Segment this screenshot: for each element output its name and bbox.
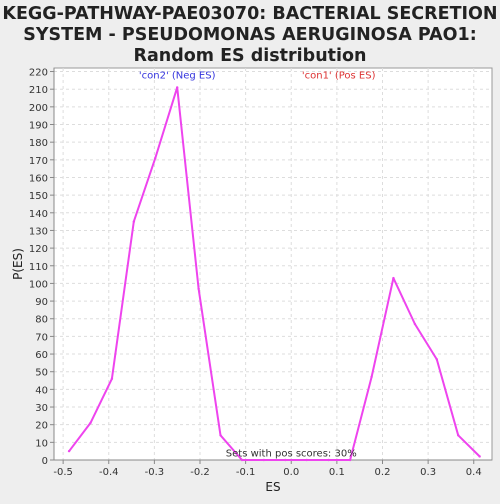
x-tick-label: -0.3 [145,467,165,478]
y-tick-label: 50 [35,368,48,379]
y-tick-label: 100 [29,279,48,290]
x-tick-label: -0.5 [53,467,73,478]
y-tick-label: 170 [29,156,48,167]
data-point [154,156,157,160]
x-tick-label: 0.1 [329,467,345,478]
data-point [110,377,114,380]
chart-title-line: SYSTEM - PSEUDOMONAS AERUGINOSA PAO1: [23,25,476,45]
x-tick-label: -0.1 [236,467,256,478]
y-tick-label: 210 [29,85,48,96]
y-tick-label: 190 [29,121,48,132]
data-point [392,276,395,280]
data-point [175,86,179,89]
data-point [219,434,222,437]
y-tick-label: 60 [35,350,48,361]
y-tick-label: 160 [29,173,48,184]
es-distribution-line [68,86,481,461]
y-tick-label: 130 [29,226,48,237]
chart-title-line: Random ES distribution [133,46,366,66]
data-point [413,322,417,326]
data-point [262,458,266,462]
data-point [327,458,330,462]
data-point [240,458,244,462]
y-tick-label: 150 [29,191,48,202]
x-tick-label: -0.4 [99,467,119,478]
data-point [132,220,136,223]
y-tick-label: 10 [35,438,48,449]
x-tick-label: 0.4 [466,467,482,478]
data-point [348,458,352,462]
y-tick-label: 200 [29,103,48,114]
x-axis-label: ES [265,480,280,494]
y-tick-label: 220 [29,68,48,79]
y-tick-label: 140 [29,209,48,220]
y-tick-label: 40 [35,385,48,396]
chart-annotation: Sets with pos scores: 30% [226,448,357,459]
y-tick-label: 30 [35,403,48,414]
data-point [284,458,287,462]
data-point [457,434,460,437]
plot-area [53,67,493,461]
y-tick-label: 110 [29,262,48,273]
data-point [197,287,200,290]
y-tick-label: 90 [35,297,48,308]
x-tick-label: 0.0 [283,467,299,478]
data-point [478,455,481,458]
x-tick-label: -0.2 [190,467,210,478]
data-point [435,358,438,361]
y-axis-label: P(ES) [11,248,25,280]
data-point [370,375,373,379]
y-tick-label: 0 [42,456,48,467]
y-tick-label: 70 [35,332,48,343]
y-tick-label: 120 [29,244,48,255]
chart-annotation: 'con1' (Pos ES) [302,71,376,82]
chart-title-line: KEGG-PATHWAY-PAE03070: BACTERIAL SECRETI… [2,4,497,24]
y-tick-label: 20 [35,421,48,432]
chart-annotation: 'con2' (Neg ES) [139,71,216,82]
x-tick-label: 0.3 [420,467,436,478]
y-tick-label: 80 [35,315,48,326]
data-point [89,421,92,425]
data-point [67,449,71,453]
x-tick-label: 0.2 [375,467,391,478]
y-tick-label: 180 [29,138,48,149]
data-point [305,458,308,462]
